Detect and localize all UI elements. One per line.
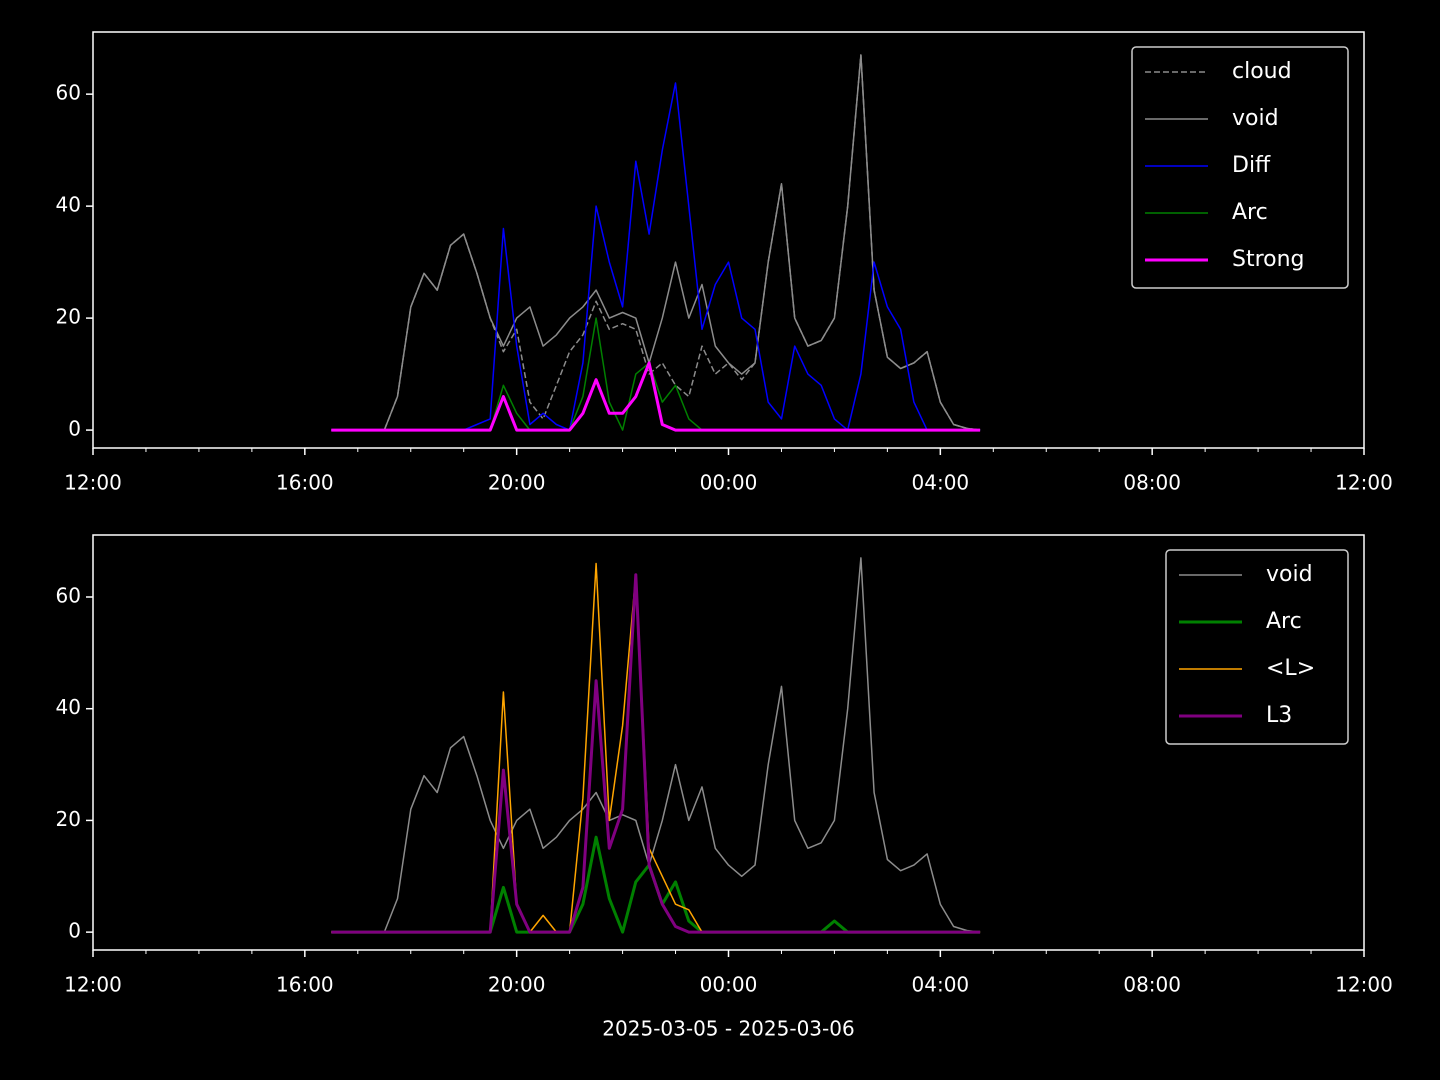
y-tick-label: 40 (56, 193, 81, 217)
series-line (331, 82, 981, 431)
y-tick-label: 0 (68, 919, 81, 943)
legend-label: cloud (1232, 59, 1292, 84)
legend-label: Strong (1232, 247, 1305, 272)
x-tick-label: 12:00 (1335, 973, 1393, 997)
x-tick-label: 16:00 (276, 471, 334, 495)
series-line (331, 361, 981, 432)
legend-label: Arc (1232, 200, 1268, 225)
x-tick-label: 20:00 (488, 471, 546, 495)
legend-label: L3 (1266, 703, 1292, 728)
legend-label: void (1266, 562, 1313, 587)
series-line (331, 562, 981, 933)
x-tick-label: 00:00 (700, 471, 758, 495)
x-axis-label: 2025-03-05 - 2025-03-06 (602, 1017, 854, 1041)
y-tick-label: 60 (56, 81, 81, 105)
y-tick-label: 60 (56, 583, 81, 607)
x-tick-label: 12:00 (64, 471, 122, 495)
x-tick-label: 04:00 (912, 471, 970, 495)
x-tick-label: 04:00 (912, 973, 970, 997)
x-tick-label: 12:00 (64, 973, 122, 997)
series-line (331, 557, 981, 933)
series-line (331, 54, 981, 431)
y-tick-label: 40 (56, 695, 81, 719)
x-tick-label: 08:00 (1123, 973, 1181, 997)
series-line (331, 54, 981, 431)
y-tick-label: 20 (56, 305, 81, 329)
series-line (331, 573, 981, 934)
legend-label: void (1232, 106, 1279, 131)
x-tick-label: 16:00 (276, 973, 334, 997)
legend-label: <L> (1266, 656, 1315, 681)
x-tick-label: 12:00 (1335, 471, 1393, 495)
y-tick-label: 20 (56, 807, 81, 831)
legend-box (1131, 46, 1349, 289)
legend-label: Diff (1232, 153, 1271, 178)
x-tick-label: 08:00 (1123, 471, 1181, 495)
x-tick-label: 20:00 (488, 973, 546, 997)
legend-label: Arc (1266, 609, 1302, 634)
legend-box (1165, 549, 1349, 745)
x-tick-label: 00:00 (700, 973, 758, 997)
y-tick-label: 0 (68, 417, 81, 441)
